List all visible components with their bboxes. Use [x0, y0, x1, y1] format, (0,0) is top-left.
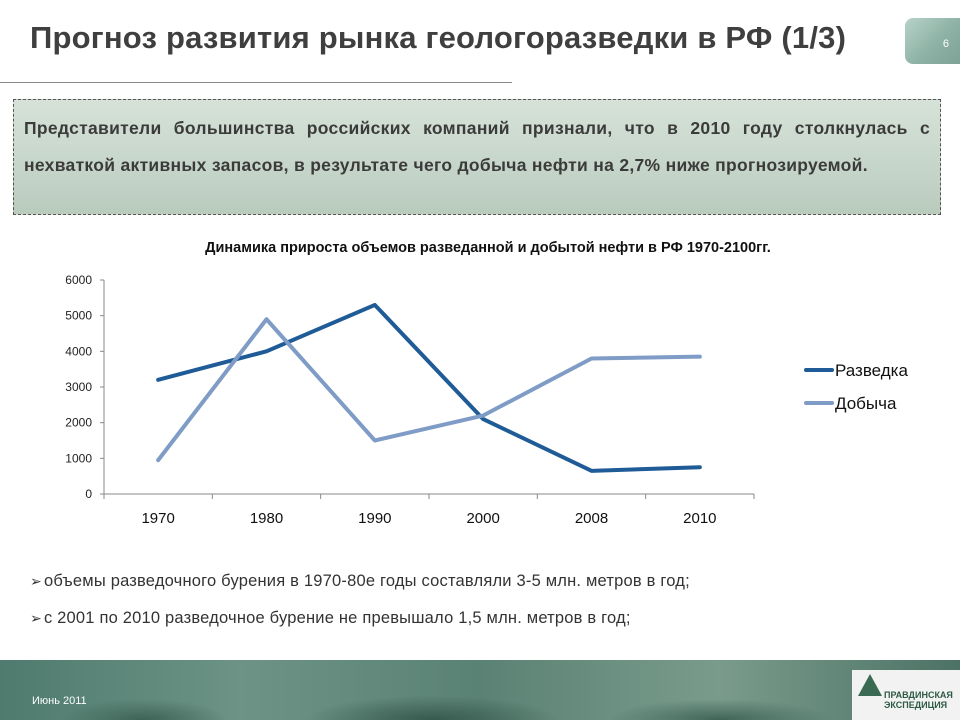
bullet-text-2: с 2001 по 2010 разведочное бурение не пр…: [43, 609, 631, 627]
x-tick-label: 2000: [466, 510, 499, 527]
series-2-point: [481, 414, 485, 418]
x-tick-label: 1970: [141, 510, 174, 527]
footer-banner: Июнь 2011 ПРАВДИНСКАЯ ЭКСПЕДИЦИЯ: [0, 660, 960, 720]
slide-title: Прогноз развития рынка геологоразведки в…: [30, 20, 847, 55]
company-logo: ПРАВДИНСКАЯ ЭКСПЕДИЦИЯ: [852, 670, 960, 720]
series-2-point: [698, 355, 702, 359]
series-1-point: [481, 417, 485, 421]
bullet-text-1: объемы разведочного бурения в 1970-80е г…: [43, 572, 690, 590]
series-1-point: [156, 378, 160, 382]
x-tick-label: 1990: [358, 510, 391, 527]
title-divider: [0, 82, 512, 83]
legend-label-1: Разведка: [835, 361, 908, 380]
series-1-point: [590, 469, 593, 473]
page-number-badge: 6: [905, 18, 960, 64]
series-2-point: [373, 439, 377, 442]
page-number: 6: [942, 38, 949, 50]
x-tick-label: 2008: [575, 510, 608, 527]
series-2-point: [156, 458, 160, 462]
bullet-item-1: ➢ объемы разведочного бурения в 1970-80е …: [30, 572, 690, 591]
y-tick-label: 5000: [65, 309, 92, 323]
series-1-point: [698, 465, 702, 469]
callout-box: Представители большинства российских ком…: [13, 99, 941, 215]
checkmark-arrow-icon: ➢: [30, 573, 42, 589]
y-tick-label: 2000: [65, 416, 92, 430]
series-line-2: [156, 317, 702, 463]
logo-triangle-icon: [858, 674, 882, 696]
bullet-item-2: ➢ с 2001 по 2010 разведочное бурение не п…: [30, 609, 631, 628]
footer-date: Июнь 2011: [32, 695, 87, 707]
y-tick-label: 4000: [65, 344, 92, 358]
series-1-point: [265, 349, 268, 353]
y-tick-label: 3000: [65, 380, 92, 394]
series-2-point: [265, 317, 268, 321]
y-tick-label: 6000: [65, 273, 92, 287]
y-tick-label: 0: [85, 487, 92, 501]
chart-title: Динамика прироста объемов разведанной и …: [205, 240, 771, 256]
callout-text: Представители большинства российских ком…: [24, 118, 930, 175]
x-tick-label: 2010: [683, 510, 716, 527]
series-1-point: [373, 303, 377, 307]
line-chart: 0 1000 2000 3000 4000 5000 6000 1970 1980 1990 200…: [65, 273, 908, 527]
x-tick-label: 1980: [250, 510, 283, 527]
checkmark-arrow-icon: ➢: [30, 610, 42, 626]
logo-text: ПРАВДИНСКАЯ ЭКСПЕДИЦИЯ: [884, 690, 953, 710]
series-2-point: [590, 356, 593, 360]
legend-label-2: Добыча: [835, 394, 897, 413]
y-tick-label: 1000: [65, 451, 92, 465]
series-line-1: [156, 302, 702, 473]
footer-landscape: [0, 660, 960, 720]
